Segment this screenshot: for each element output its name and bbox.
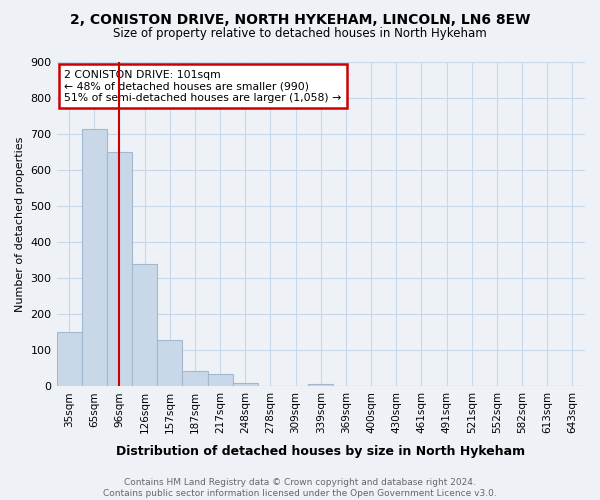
Text: Size of property relative to detached houses in North Hykeham: Size of property relative to detached ho… <box>113 28 487 40</box>
Bar <box>182 371 208 386</box>
Bar <box>208 374 233 386</box>
Bar <box>132 264 157 386</box>
Text: 2 CONISTON DRIVE: 101sqm
← 48% of detached houses are smaller (990)
51% of semi-: 2 CONISTON DRIVE: 101sqm ← 48% of detach… <box>64 70 342 103</box>
Bar <box>82 130 107 386</box>
Text: Contains HM Land Registry data © Crown copyright and database right 2024.
Contai: Contains HM Land Registry data © Crown c… <box>103 478 497 498</box>
Bar <box>107 152 132 386</box>
Bar <box>233 383 258 386</box>
X-axis label: Distribution of detached houses by size in North Hykeham: Distribution of detached houses by size … <box>116 444 526 458</box>
Bar <box>157 340 182 386</box>
Y-axis label: Number of detached properties: Number of detached properties <box>15 136 25 312</box>
Bar <box>308 384 334 386</box>
Text: 2, CONISTON DRIVE, NORTH HYKEHAM, LINCOLN, LN6 8EW: 2, CONISTON DRIVE, NORTH HYKEHAM, LINCOL… <box>70 12 530 26</box>
Bar <box>56 332 82 386</box>
